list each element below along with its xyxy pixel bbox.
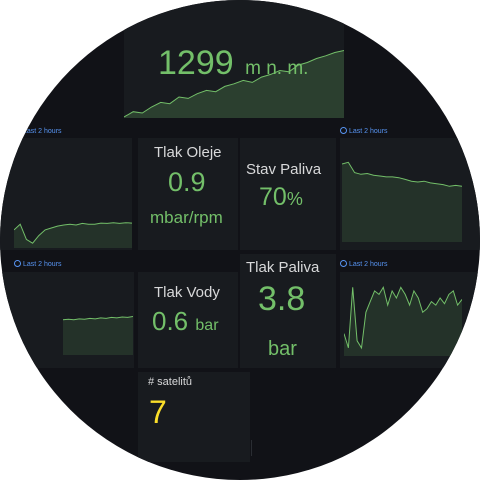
sparkline-line [342, 161, 462, 187]
fuel-level-graph-panel[interactable] [340, 138, 480, 250]
satellites-panel[interactable] [138, 372, 250, 462]
fuel-level-title: Stav Paliva [246, 161, 322, 178]
clock-icon [14, 260, 21, 267]
clock-icon [340, 260, 347, 267]
oil-sparkline [14, 222, 132, 248]
altitude-unit: m n. m. [245, 58, 309, 79]
altitude-value: 1299 m n. m. [158, 44, 308, 83]
clock-icon [340, 127, 347, 134]
satellites-title: # satelitů [148, 376, 193, 388]
fuel-pressure-unit: bar [268, 338, 297, 360]
divider [251, 440, 252, 456]
fuel-pressure-panel[interactable] [240, 254, 336, 368]
oil-stat-panel[interactable] [138, 138, 238, 250]
sparkline-line [124, 50, 344, 118]
sparkline-area [63, 316, 133, 355]
sparkline-area [342, 162, 462, 242]
fuel-level-value: 70% [259, 183, 303, 212]
water-value: 0.6 bar [152, 306, 219, 337]
fuel-pressure-sparkline [344, 286, 462, 356]
time-range-label-left-top[interactable]: Last 2 hours [14, 127, 62, 135]
water-title: Tlak Vody [154, 284, 220, 301]
altitude-number: 1299 [158, 44, 234, 82]
time-range-label-right-mid[interactable]: Last 2 hours [340, 260, 388, 268]
water-stat-panel[interactable] [138, 272, 238, 368]
fuel-level-unit: % [286, 189, 303, 209]
water-number: 0.6 [152, 306, 189, 336]
oil-unit: mbar/rpm [150, 208, 223, 227]
clock-icon [14, 127, 21, 134]
fuel-pressure-value: 3.8 [258, 280, 306, 318]
altitude-panel[interactable] [124, 0, 344, 118]
sparkline-line [63, 316, 133, 321]
oil-graph-panel[interactable] [0, 138, 132, 250]
fuel-pressure-graph-panel[interactable] [340, 272, 480, 368]
satellites-value: 7 [149, 394, 167, 430]
sparkline-line [344, 286, 462, 350]
sparkline-area [344, 287, 462, 356]
water-sparkline [63, 316, 133, 355]
time-range-label-right-top[interactable]: Last 2 hours [340, 127, 388, 135]
water-unit: bar [195, 317, 219, 334]
time-range-label-left-mid[interactable]: Last 2 hours [14, 260, 62, 268]
oil-value: 0.9 [168, 167, 206, 197]
sparkline-area [14, 222, 132, 248]
water-graph-panel[interactable] [0, 272, 134, 368]
fuel-level-number: 70 [259, 183, 287, 211]
fuel-level-panel[interactable] [240, 138, 336, 250]
fuel-level-sparkline [342, 161, 462, 242]
sparkline-line [14, 222, 132, 244]
altitude-sparkline [124, 50, 344, 118]
oil-title: Tlak Oleje [154, 144, 222, 161]
fuel-pressure-title: Tlak Paliva [246, 259, 320, 276]
